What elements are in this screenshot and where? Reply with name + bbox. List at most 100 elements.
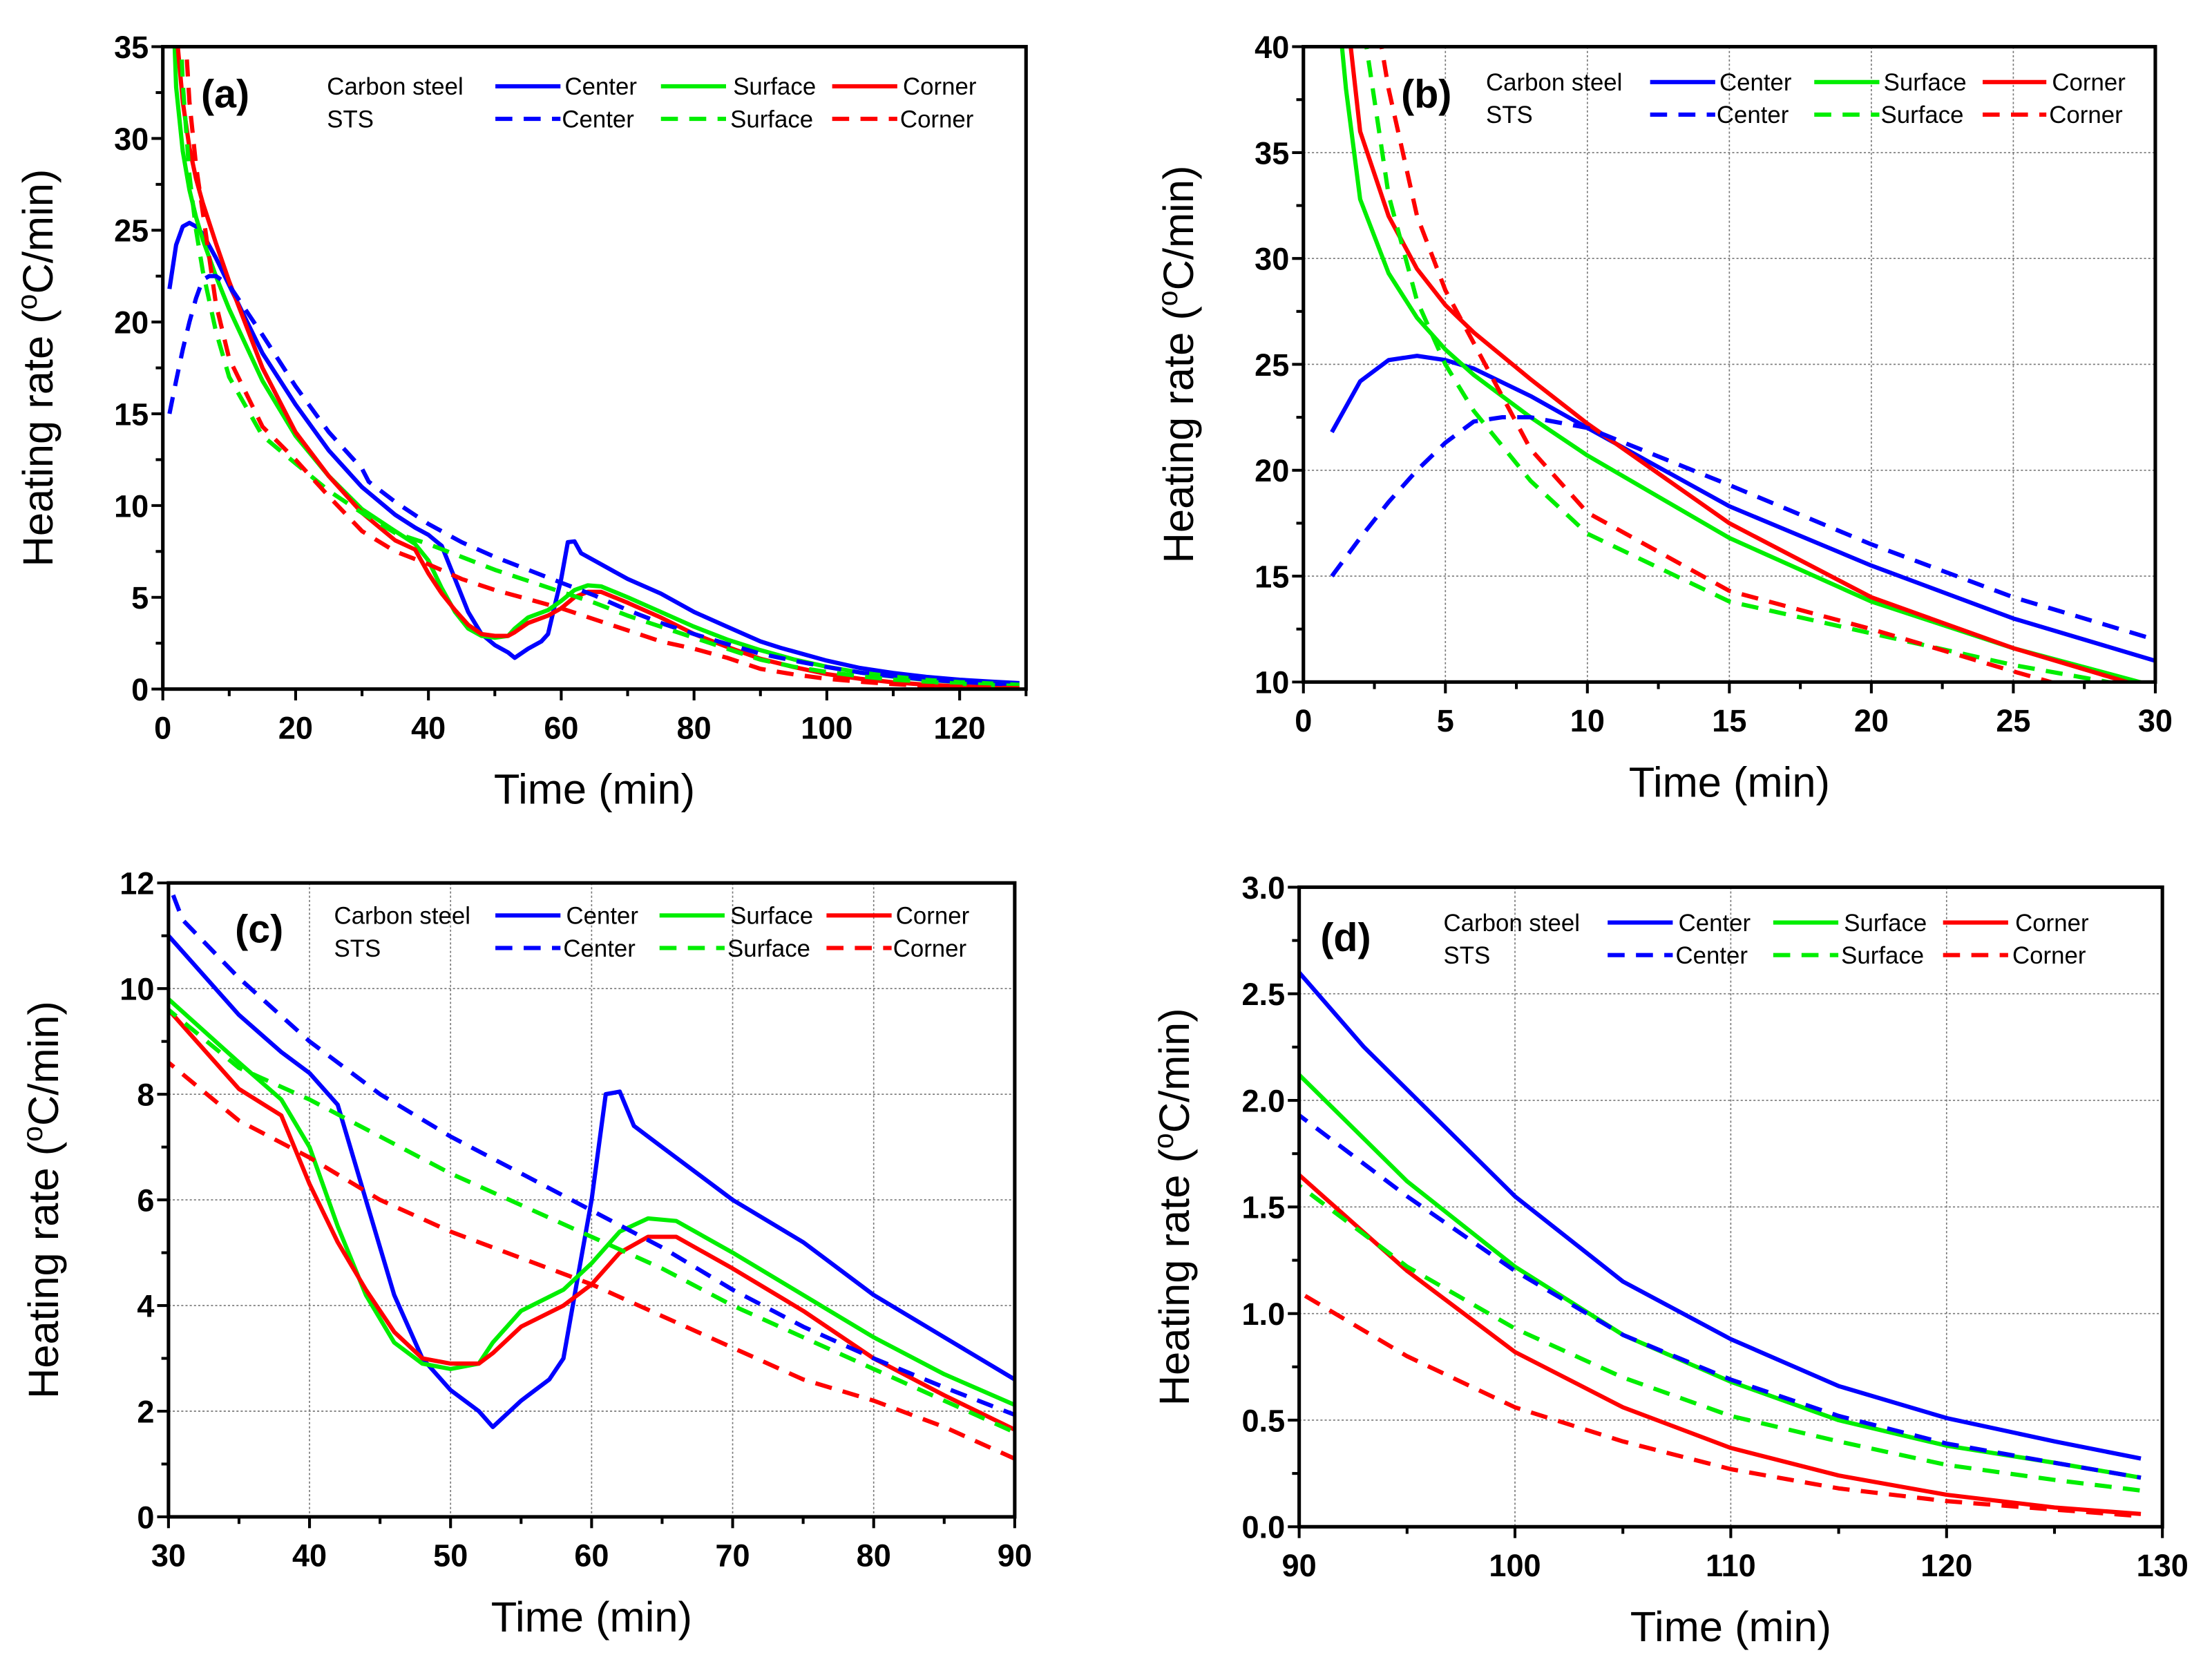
legend-entry-label: Center <box>1676 942 1748 969</box>
y-axis-title-degree: o <box>1147 1133 1179 1149</box>
series-line-sts-surface <box>1299 1182 2142 1493</box>
legend: Carbon steel Center Surface Corner STS Center… <box>334 903 970 962</box>
series-group <box>1299 968 2142 1518</box>
y-tick-label: 12 <box>120 866 154 901</box>
legend-group-label: STS <box>327 106 374 133</box>
series-line-sts-center <box>167 274 1020 687</box>
legend-entry-label: Surface <box>1884 69 1967 96</box>
x-tick-label: 100 <box>1489 1548 1541 1583</box>
y-tick-label: 6 <box>137 1183 154 1218</box>
series-line-carbon-steel-surface <box>172 46 1020 687</box>
x-tick-label: 120 <box>1920 1548 1972 1583</box>
series-line-carbon-steel-surface <box>1299 1071 2142 1480</box>
legend-entry-label: Surface <box>1841 942 1924 969</box>
legend: Carbon steel Center Surface Corner STS Center… <box>327 73 977 133</box>
series-line-carbon-steel-center <box>1330 354 2155 663</box>
x-tick-label: 90 <box>1282 1548 1317 1583</box>
x-tick-label: 20 <box>1854 703 1889 738</box>
series-line-carbon-steel-corner <box>1299 1172 2142 1516</box>
x-tick-label: 5 <box>1437 703 1454 738</box>
y-tick-label: 0 <box>137 1500 154 1535</box>
y-tick-label: 2.0 <box>1242 1083 1286 1118</box>
legend-entry-label: Center <box>1679 910 1751 937</box>
legend: Carbon steel Center Surface Corner STS Center… <box>1444 910 2089 969</box>
y-tick-label: 15 <box>1255 559 1289 594</box>
legend-entry-label: Corner <box>2015 910 2089 937</box>
legend-group-label: STS <box>334 935 381 962</box>
x-tick-label: 110 <box>1706 1548 1756 1583</box>
y-axis-title: Heating rate (oC/min) <box>17 1001 68 1399</box>
y-axis-title: Heating rate (oC/min) <box>1152 166 1203 564</box>
x-tick-label: 20 <box>278 710 313 745</box>
x-axis-title: Time (min) <box>494 766 695 814</box>
series-line-sts-corner <box>1299 1289 2142 1518</box>
legend-entry-label: Corner <box>2049 102 2123 128</box>
series-line-sts-center <box>1330 415 2155 642</box>
legend-entry-label: Center <box>562 106 634 133</box>
y-axis-title-degree: o <box>17 1126 48 1142</box>
y-tick-label: 1.5 <box>1242 1190 1286 1225</box>
panel-b: 0 5 10 15 20 25 30 10 15 20 25 30 35 40 Time (min) Heat… <box>1152 30 2173 806</box>
legend-entry-label: Surface <box>730 903 813 930</box>
y-tick-label: 20 <box>1255 453 1289 488</box>
series-group <box>167 46 1020 689</box>
panel-label: (b) <box>1401 73 1451 117</box>
legend-entry-label: Center <box>563 935 636 962</box>
legend-entry-label: Center <box>1717 102 1789 128</box>
legend-group-label: Carbon steel <box>327 73 463 100</box>
y-axis-title-suffix: C/min) <box>1151 1008 1199 1133</box>
x-tick-label: 130 <box>2137 1548 2189 1583</box>
series-line-carbon-steel-surface <box>168 995 1015 1408</box>
legend-entry-label: Corner <box>893 935 967 962</box>
legend-group-label: Carbon steel <box>334 903 470 930</box>
x-tick-label: 0 <box>1295 703 1312 738</box>
y-axis-title-prefix: Heating rate ( <box>1151 1149 1199 1406</box>
x-tick-label: 60 <box>574 1538 609 1574</box>
legend-entry-label: Surface <box>730 106 813 133</box>
y-axis-title-prefix: Heating rate ( <box>1155 306 1203 564</box>
y-axis-title-prefix: Heating rate ( <box>15 309 62 567</box>
x-tick-label: 80 <box>857 1538 891 1574</box>
x-tick-label: 120 <box>934 710 986 745</box>
x-tick-label: 15 <box>1712 703 1746 738</box>
x-axis-title: Time (min) <box>1630 1603 1831 1651</box>
x-axis-title: Time (min) <box>1629 758 1830 806</box>
legend-entry-label: Corner <box>903 73 977 100</box>
y-axis-title-degree: o <box>11 294 43 310</box>
y-tick-label: 30 <box>1255 242 1289 277</box>
series-line-carbon-steel-corner <box>1348 46 2135 682</box>
series-group <box>168 883 1015 1461</box>
y-tick-label: 10 <box>120 972 154 1007</box>
legend-entry-label: Surface <box>727 935 810 962</box>
y-tick-label: 15 <box>114 396 149 432</box>
series-line-sts-surface <box>179 46 1020 689</box>
legend-entry-label: Center <box>566 903 639 930</box>
series-line-sts-surface <box>168 1006 1015 1435</box>
y-tick-label: 2.5 <box>1242 977 1286 1012</box>
x-tick-label: 100 <box>801 710 852 745</box>
legend-group-label: STS <box>1444 942 1491 969</box>
series-line-carbon-steel-corner <box>168 1006 1015 1433</box>
legend-group-label: STS <box>1486 102 1533 128</box>
series-line-sts-center <box>1299 1112 2142 1480</box>
legend-entry-label: Surface <box>1844 910 1927 937</box>
y-tick-label: 3.0 <box>1242 870 1286 906</box>
panel-label: (d) <box>1320 916 1371 960</box>
x-tick-label: 30 <box>151 1538 186 1574</box>
series-line-carbon-steel-surface <box>1339 46 2148 682</box>
y-axis-title-suffix: C/min) <box>15 169 62 294</box>
y-axis-title-prefix: Heating rate ( <box>20 1141 68 1399</box>
x-tick-label: 10 <box>1570 703 1605 738</box>
y-axis-title: Heating rate (oC/min) <box>11 169 62 567</box>
y-axis-title-degree: o <box>1152 290 1183 306</box>
y-axis-title-suffix: C/min) <box>1155 166 1203 291</box>
legend: Carbon steel Center Surface Corner STS Center… <box>1486 69 2126 128</box>
series-line-sts-corner <box>168 1058 1015 1461</box>
legend-entry-label: Surface <box>1881 102 1964 128</box>
x-tick-label: 0 <box>154 710 171 745</box>
legend-entry-label: Center <box>564 73 637 100</box>
panel-label: (c) <box>235 907 283 951</box>
y-tick-label: 10 <box>1255 665 1289 700</box>
